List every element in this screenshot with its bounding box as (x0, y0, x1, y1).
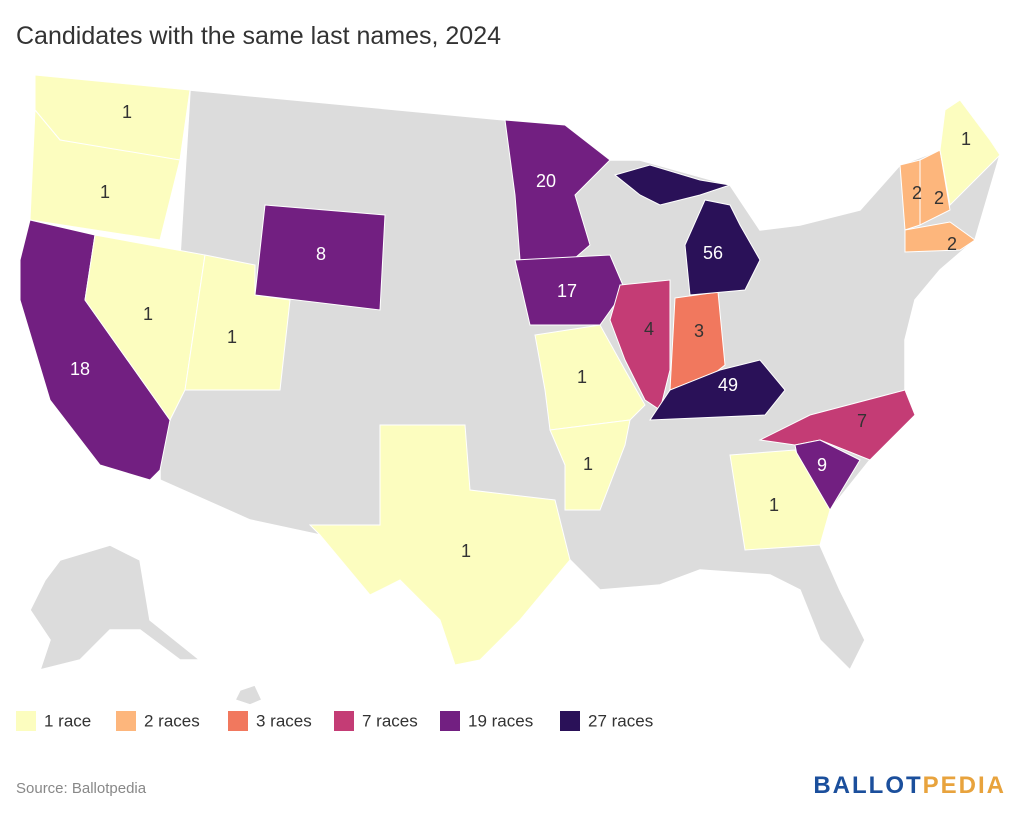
state-value: 1 (961, 129, 971, 149)
state (84, 234, 206, 421)
state (904, 221, 976, 253)
state (514, 254, 626, 326)
state (549, 419, 631, 511)
legend-label: 7 races (362, 711, 418, 730)
source: Source: Ballotpedia (16, 780, 147, 797)
state (729, 449, 831, 551)
state-value: 8 (316, 244, 326, 264)
state (649, 359, 786, 421)
state-value: 9 (817, 455, 827, 475)
title: Candidates with the same last names, 202… (16, 22, 501, 50)
state (534, 324, 646, 431)
state-value: 1 (583, 454, 593, 474)
state-value: 1 (143, 304, 153, 324)
legend-swatch (334, 711, 354, 731)
legend: 1 race 2 races 3 races 7 races 19 races 27 ra… (16, 711, 653, 731)
state-value: 56 (703, 243, 723, 263)
legend-swatch (116, 711, 136, 731)
state-value: 1 (461, 541, 471, 561)
legend-label: 1 race (44, 711, 91, 730)
legend-swatch (16, 711, 36, 731)
legend-label: 3 races (256, 711, 312, 730)
state (939, 99, 1001, 207)
legend-label: 27 races (588, 711, 653, 730)
state (308, 424, 571, 666)
logo: BALLOTPEDIA (813, 772, 1006, 799)
legend-swatch (560, 711, 580, 731)
state-value: 2 (912, 183, 922, 203)
state-value: 7 (857, 411, 867, 431)
hawaii (233, 684, 264, 706)
state-value: 2 (934, 188, 944, 208)
state (613, 164, 761, 296)
state-value: 1 (227, 327, 237, 347)
state-value: 17 (557, 281, 577, 301)
state-value: 1 (769, 495, 779, 515)
state-value: 20 (536, 171, 556, 191)
state (919, 149, 951, 226)
logo-part: BALLOT (813, 772, 922, 799)
state (609, 279, 671, 411)
state-value: 2 (947, 234, 957, 254)
legend-label: 2 races (144, 711, 200, 730)
state-value: 49 (718, 375, 738, 395)
state-value: 4 (644, 319, 654, 339)
state (29, 108, 181, 241)
state (254, 204, 386, 311)
logo-part: PEDIA (923, 772, 1006, 799)
state-value: 1 (577, 367, 587, 387)
alaska (29, 544, 203, 672)
states (19, 74, 1001, 666)
state-value: 1 (122, 102, 132, 122)
state-value: 1 (100, 182, 110, 202)
legend-swatch (228, 711, 248, 731)
state-value: 18 (70, 359, 90, 379)
state (504, 119, 611, 261)
legend-label: 19 races (468, 711, 533, 730)
state-value: 3 (694, 321, 704, 341)
state (184, 254, 291, 391)
legend-swatch (440, 711, 460, 731)
